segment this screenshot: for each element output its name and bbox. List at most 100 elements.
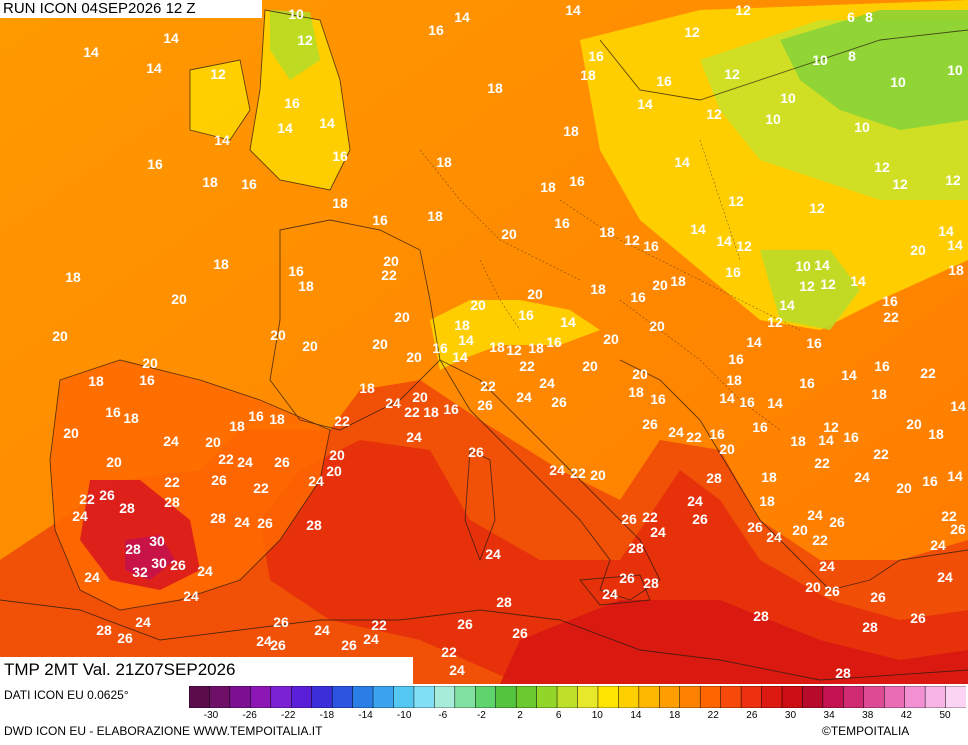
map-value-label: 16	[739, 394, 755, 410]
map-value-label: 14	[277, 120, 293, 136]
color-scale-bar	[189, 686, 966, 708]
color-scale-swatch	[802, 686, 824, 708]
color-scale-tick-label: 2	[517, 710, 523, 721]
map-value-label: 18	[359, 380, 375, 396]
map-value-label: 16	[922, 473, 938, 489]
color-scale-tick-label: -26	[242, 710, 257, 721]
map-value-label: 12	[767, 314, 783, 330]
map-value-label: 6	[847, 9, 855, 25]
map-value-label: 24	[807, 507, 823, 523]
map-value-label: 24	[385, 395, 401, 411]
map-value-label: 18	[269, 411, 285, 427]
map-value-label: 18	[436, 154, 452, 170]
map-value-label: 14	[947, 468, 963, 484]
map-value-label: 20	[326, 463, 342, 479]
map-value-label: 22	[334, 413, 350, 429]
map-value-label: 10	[854, 119, 870, 135]
map-value-label: 30	[151, 555, 167, 571]
color-scale-swatch	[229, 686, 251, 708]
color-scale-swatch	[331, 686, 354, 708]
map-value-label: 20	[649, 318, 665, 334]
map-value-label: 24	[363, 631, 379, 647]
color-scale-swatch	[597, 686, 619, 708]
map-value-label: 16	[806, 335, 822, 351]
color-scale-tick-label: 18	[669, 710, 681, 721]
map-value-label: 14	[452, 349, 468, 365]
map-value-label: 24	[516, 389, 532, 405]
map-value-label: 14	[950, 398, 966, 414]
map-value-label: 18	[628, 384, 644, 400]
map-value-label: 22	[814, 455, 830, 471]
map-value-label: 20	[719, 441, 735, 457]
map-value-label: 26	[99, 487, 115, 503]
map-value-label: 16	[241, 176, 257, 192]
map-value-label: 18	[65, 269, 81, 285]
map-value-label: 18	[123, 410, 139, 426]
map-value-label: 18	[790, 433, 806, 449]
map-value-label: 12	[706, 106, 722, 122]
map-value-label: 16	[843, 429, 859, 445]
map-value-label: 14	[83, 44, 99, 60]
borders	[419, 139, 801, 431]
coastlines	[0, 9, 968, 681]
map-value-label: 14	[716, 233, 732, 249]
color-scale-swatch	[434, 686, 456, 708]
coolest-zone-northeast	[780, 10, 968, 130]
map-value-label: 20	[142, 355, 158, 371]
map-value-label: 8	[848, 48, 856, 64]
map-value-label: 14	[163, 30, 179, 46]
color-scale-swatch	[843, 686, 865, 708]
ireland-land	[190, 60, 250, 140]
map-value-label: 28	[210, 510, 226, 526]
map-value-label: 20	[527, 286, 543, 302]
map-value-label: 24	[449, 662, 465, 678]
map-value-label: 32	[132, 564, 148, 580]
map-value-label: 26	[273, 614, 289, 630]
map-value-label: 16	[284, 95, 300, 111]
map-value-label: 14	[947, 237, 963, 253]
color-scale-swatch	[270, 686, 292, 708]
map-value-label: 18	[726, 372, 742, 388]
field-title: TMP 2MT Val. 21Z07SEP2026	[0, 657, 413, 684]
map-value-label: 24	[256, 633, 272, 649]
map-value-label: 12	[210, 66, 226, 82]
color-scale-swatch	[761, 686, 783, 708]
color-scale-tick-label: 26	[746, 710, 758, 721]
map-value-label: 18	[423, 404, 439, 420]
color-scale-swatch	[556, 686, 579, 708]
map-value-label: 8	[865, 9, 873, 25]
color-scale-tick-label: 38	[862, 710, 874, 721]
map-value-label: 24	[650, 524, 666, 540]
map-value-label: 26	[621, 511, 637, 527]
color-scale-tick-label: 34	[823, 710, 835, 721]
map-value-label: 20	[805, 579, 821, 595]
map-value-label: 10	[890, 74, 906, 90]
map-value-label: 20	[412, 389, 428, 405]
map-value-label: 22	[519, 358, 535, 374]
color-scale-swatch	[577, 686, 599, 708]
color-scale-tick-label: -2	[476, 710, 486, 721]
map-value-label: 26	[468, 444, 484, 460]
map-value-label: 24	[930, 537, 946, 553]
map-value-label: 20	[383, 253, 399, 269]
map-value-label: 14	[746, 334, 762, 350]
color-scale-swatch	[454, 686, 476, 708]
map-value-label: 16	[443, 401, 459, 417]
color-scale-swatch	[822, 686, 844, 708]
map-value-label: 20	[652, 277, 668, 293]
map-value-label: 26	[692, 511, 708, 527]
color-scale-swatch	[536, 686, 558, 708]
map-value-label: 12	[506, 342, 522, 358]
map-value-label: 24	[72, 508, 88, 524]
map-value-label: 18	[88, 373, 104, 389]
map-value-label: 10	[795, 258, 811, 274]
map-value-label: 16	[546, 334, 562, 350]
map-value-label: 16	[725, 264, 741, 280]
map-value-label: 14	[319, 115, 335, 131]
color-scale-swatch	[863, 686, 885, 708]
map-value-label: 26	[910, 610, 926, 626]
map-value-label: 22	[642, 509, 658, 525]
map-value-label: 12	[684, 24, 700, 40]
